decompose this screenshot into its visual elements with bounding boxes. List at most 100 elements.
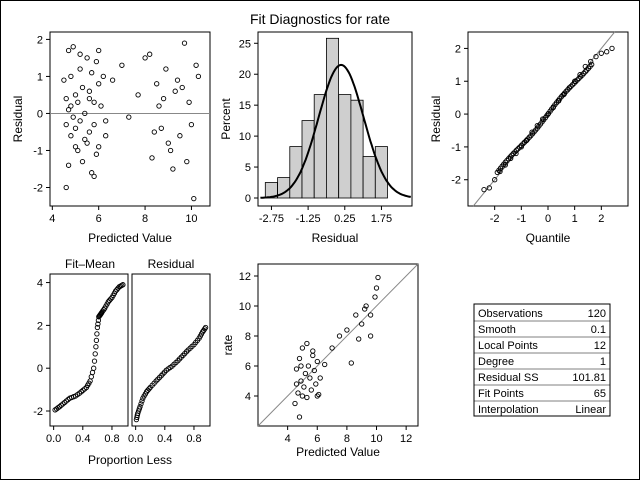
data-point xyxy=(79,158,86,165)
y-tick-label: -1 xyxy=(451,142,461,154)
data-point xyxy=(573,78,579,85)
data-point xyxy=(68,103,74,109)
y-tick-label: 10 xyxy=(239,301,251,313)
y-tick-label: 4 xyxy=(37,278,43,290)
y-tick-label: -2 xyxy=(451,175,461,187)
data-point xyxy=(65,47,72,54)
data-point xyxy=(139,398,145,404)
data-point xyxy=(363,303,369,309)
tick-group: -2 -1 0 1 2 2 1 0 -1 -2 xyxy=(451,43,604,225)
x-tick-label: 0.0 xyxy=(46,433,61,445)
data-point xyxy=(142,55,148,61)
data-point xyxy=(184,158,190,165)
data-point xyxy=(96,144,102,150)
data-point xyxy=(79,84,86,91)
data-point xyxy=(65,107,72,113)
data-point xyxy=(151,129,157,135)
stats-label: Residual SS xyxy=(478,372,539,384)
y-axis-label: Percent xyxy=(219,98,233,140)
y-tick-label: 4 xyxy=(245,391,251,403)
data-point xyxy=(89,70,95,76)
x-tick-label: 0.8 xyxy=(104,433,119,445)
residual-fit-spread-panel: Fit–Mean Residual 0.0 0.4 0.8 0.0 0.4 0.8 4 2 0 -… xyxy=(33,257,211,467)
stats-value: 0.1 xyxy=(591,324,606,336)
data-point xyxy=(156,103,162,109)
data-point xyxy=(298,378,304,384)
data-point xyxy=(367,312,374,318)
data-point xyxy=(316,391,322,398)
y-tick-label: 25 xyxy=(239,38,251,50)
point-group xyxy=(292,274,381,420)
data-point xyxy=(329,345,335,351)
y-tick-label: -2 xyxy=(33,406,43,418)
data-point xyxy=(120,282,126,288)
data-point xyxy=(314,393,320,399)
data-point xyxy=(137,404,143,410)
normal-density-curve xyxy=(260,63,411,199)
histogram-bar xyxy=(350,99,364,199)
data-point xyxy=(293,366,300,372)
panel-frame xyxy=(257,263,419,427)
stats-value: Linear xyxy=(575,404,606,416)
data-point xyxy=(301,384,307,390)
data-point xyxy=(292,400,298,407)
y-tick-label: 0 xyxy=(245,193,251,205)
data-point xyxy=(65,162,72,168)
x-tick-label: -1 xyxy=(516,213,526,225)
residual-frame xyxy=(131,273,211,427)
data-point xyxy=(317,375,323,381)
data-point xyxy=(108,296,114,302)
y-tick-label: 2 xyxy=(37,320,43,332)
data-point xyxy=(86,129,93,135)
data-point xyxy=(574,77,580,83)
data-point xyxy=(63,95,69,102)
y-tick-label: 5 xyxy=(245,162,251,174)
data-point xyxy=(576,75,582,82)
data-point xyxy=(362,306,368,312)
x-axis-label: Predicted Value xyxy=(88,231,172,245)
data-point xyxy=(68,73,74,80)
data-point xyxy=(305,363,312,369)
stats-value: 120 xyxy=(588,308,606,320)
data-point xyxy=(295,390,301,396)
y-axis-label: rate xyxy=(221,334,235,355)
observed-vs-predicted-panel: 4 6 8 10 12 12 10 8 6 4 Predicted Value rate xyxy=(221,263,419,459)
data-point xyxy=(158,125,164,131)
stats-rows: Observations 120 Smooth 0.1 Local Points 12 De… xyxy=(474,308,610,416)
fit-mean-frame xyxy=(49,273,129,427)
data-point xyxy=(304,394,310,401)
data-point xyxy=(521,139,528,145)
y-tick-label: -2 xyxy=(33,182,43,194)
y-tick-label: 0 xyxy=(37,363,43,375)
data-point xyxy=(293,381,300,387)
data-point xyxy=(566,85,572,91)
y-tick-label: 2 xyxy=(455,43,461,55)
data-point xyxy=(91,358,98,364)
data-point xyxy=(147,51,153,57)
data-point xyxy=(84,55,90,61)
data-point xyxy=(91,121,97,128)
data-point xyxy=(96,47,102,54)
x-axis-label: Residual xyxy=(312,231,359,245)
data-point xyxy=(299,345,306,351)
data-point xyxy=(174,77,181,83)
data-point xyxy=(93,344,99,350)
data-point xyxy=(126,114,132,120)
qq-plot-panel: -2 -1 0 1 2 2 1 0 -1 -2 Quantile Residual xyxy=(429,31,629,245)
y-tick-label: 1 xyxy=(37,71,43,83)
data-point xyxy=(492,177,498,183)
data-point xyxy=(63,121,69,128)
data-point xyxy=(68,133,74,139)
x-tick-label: 10 xyxy=(370,433,382,445)
data-point xyxy=(311,367,317,374)
y-tick-label: 1 xyxy=(455,76,461,88)
data-point xyxy=(296,414,303,420)
x-tick-label: 8 xyxy=(344,433,350,445)
data-point xyxy=(515,146,521,152)
tick-group: -2.75 -1.25 0.25 1.75 25 20 15 10 5 0 xyxy=(239,38,392,225)
data-point xyxy=(302,370,309,377)
data-point xyxy=(179,84,185,91)
